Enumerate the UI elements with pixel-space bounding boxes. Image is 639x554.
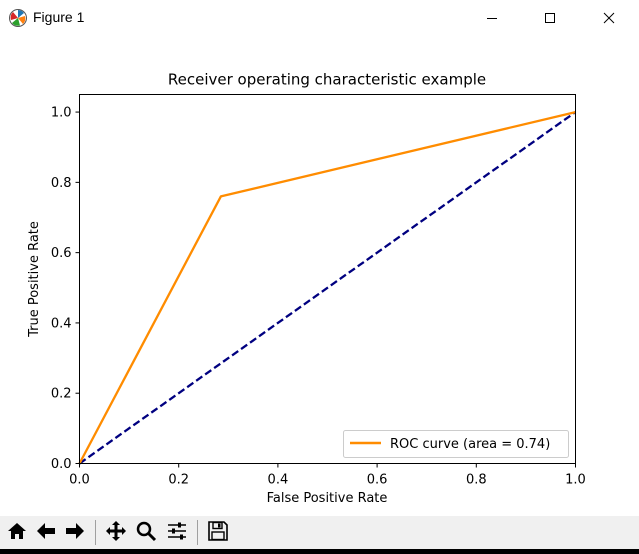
legend-box [343,430,569,458]
home-button[interactable] [3,519,30,546]
toolbar-separator [197,520,198,545]
x-tick-label: 0.0 [69,473,90,488]
y-tick-label: 0.4 [51,316,72,331]
y-tick-label: 0.0 [51,457,72,472]
chart-title: Receiver operating characteristic exampl… [168,71,486,89]
x-axis-label: False Positive Rate [267,491,388,506]
configure-subplots-button[interactable] [163,519,190,546]
y-axis-label: True Positive Rate [27,221,42,338]
magnifier-icon [135,520,157,546]
y-tick-label: 0.2 [51,387,72,402]
back-button[interactable] [32,519,59,546]
forward-button[interactable] [61,519,88,546]
legend: ROC curve (area = 0.74) [343,430,569,458]
figure-canvas[interactable]: Receiver operating characteristic exampl… [0,36,639,516]
window-bottom-edge [0,549,639,554]
minimize-button[interactable] [469,0,515,36]
close-icon [603,12,615,24]
minimize-icon [486,12,498,24]
roc-curve-line [78,110,576,465]
x-tick-label: 1.0 [565,473,586,488]
close-button[interactable] [586,0,632,36]
save-button[interactable] [204,519,231,546]
maximize-button[interactable] [527,0,573,36]
floppy-disk-icon [207,520,229,546]
x-tick-label: 0.8 [466,473,487,488]
x-axis-ticks: 0.0 0.2 0.4 0.6 0.8 1.0 [69,463,586,488]
arrow-left-icon [35,520,57,546]
y-tick-label: 1.0 [51,106,72,121]
x-tick-label: 0.4 [268,473,289,488]
plot-lines [78,110,577,465]
arrow-right-icon [64,520,86,546]
pan-button[interactable] [102,519,129,546]
toolbar-separator [95,520,96,545]
sliders-icon [166,520,188,546]
window-titlebar: Figure 1 [0,0,639,36]
x-tick-label: 0.2 [168,473,189,488]
maximize-icon [544,12,556,24]
home-icon [6,520,28,546]
legend-label-roc: ROC curve (area = 0.74) [390,437,550,452]
x-tick-label: 0.6 [367,473,388,488]
roc-chart: Receiver operating characteristic exampl… [27,71,586,507]
window-title: Figure 1 [33,9,85,25]
y-tick-label: 0.6 [51,246,72,261]
matplotlib-icon [8,8,28,28]
zoom-button[interactable] [132,519,159,546]
navigation-toolbar [0,516,639,549]
y-tick-label: 0.8 [51,176,72,191]
chance-diagonal-line [78,111,577,465]
move-icon [105,520,127,546]
y-axis-ticks: 0.0 0.2 0.4 0.6 0.8 1.0 [51,106,80,472]
axes-frame [79,94,576,464]
